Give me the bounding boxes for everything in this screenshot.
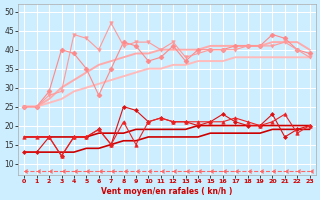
X-axis label: Vent moyen/en rafales ( kn/h ): Vent moyen/en rafales ( kn/h ) xyxy=(101,187,233,196)
